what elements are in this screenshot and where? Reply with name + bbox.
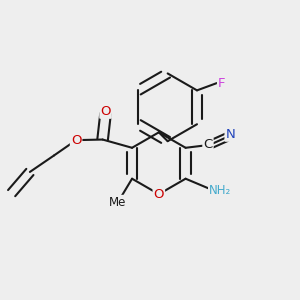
- Text: O: O: [71, 134, 81, 147]
- Text: C: C: [203, 138, 213, 151]
- Text: Me: Me: [109, 196, 127, 209]
- Text: F: F: [218, 76, 226, 89]
- Text: NH₂: NH₂: [209, 184, 231, 197]
- Text: N: N: [226, 128, 235, 141]
- Text: O: O: [154, 188, 164, 201]
- Text: O: O: [100, 105, 111, 118]
